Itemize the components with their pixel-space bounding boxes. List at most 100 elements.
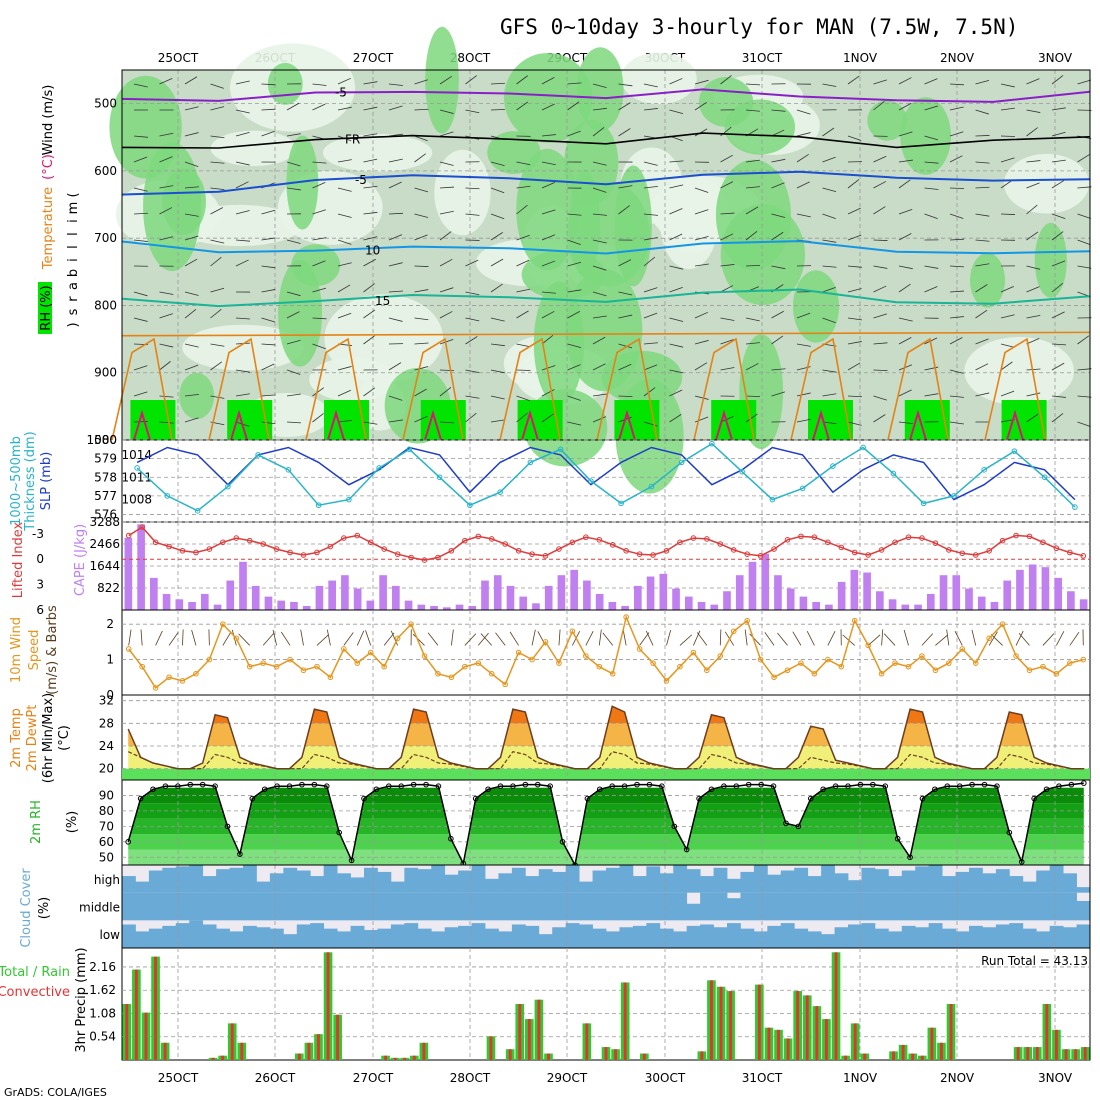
lifted-index-point xyxy=(1040,539,1046,546)
thickness-point xyxy=(860,444,866,451)
lifted-index-point xyxy=(287,549,293,556)
wind-barb xyxy=(541,234,556,241)
wind-barb xyxy=(490,395,505,400)
wind-barb xyxy=(975,213,990,217)
cloud-bar-low xyxy=(848,924,862,948)
wind-barb xyxy=(975,239,990,242)
cloud-bar-middle xyxy=(942,892,956,921)
lifted-index-point xyxy=(314,549,320,556)
wind-barb xyxy=(465,317,480,322)
wind-barb xyxy=(1000,135,1016,137)
hot-contour xyxy=(715,409,733,441)
wind-barb xyxy=(643,421,658,427)
wind-barb xyxy=(235,109,250,114)
wind-speed-point xyxy=(784,667,791,674)
wind-barb xyxy=(1077,265,1092,269)
wind-barb xyxy=(592,291,607,297)
wind-speed-point xyxy=(636,646,643,652)
thickness-point xyxy=(346,496,352,503)
wind-barb xyxy=(822,187,837,193)
cloud-bar-middle xyxy=(135,892,150,921)
wind-barb xyxy=(312,387,324,397)
wind-barb xyxy=(312,343,326,350)
wind-speed-point xyxy=(327,674,334,681)
rh2m-point xyxy=(497,783,504,789)
precip-bar-convective xyxy=(154,956,157,1060)
rh-moist-patch xyxy=(521,250,606,300)
wind-barb xyxy=(541,209,556,215)
cape-bar xyxy=(379,575,387,610)
lifted-index-point xyxy=(341,535,347,541)
precip-bar-convective xyxy=(1083,1047,1087,1060)
hot-contour xyxy=(521,409,539,441)
lifted-index-point xyxy=(972,552,979,558)
thickness-point xyxy=(588,478,594,484)
wind-barb xyxy=(388,262,403,267)
wind-barb xyxy=(159,313,173,319)
wind-barb xyxy=(184,417,199,423)
wind-barb xyxy=(439,75,452,85)
thickness-point xyxy=(951,493,957,499)
precip-bar-convective xyxy=(547,1053,550,1060)
cloud-bar-high xyxy=(350,877,365,893)
wind-barb xyxy=(363,106,378,111)
cloud-bar-middle xyxy=(727,898,741,921)
wind-barb xyxy=(847,362,861,371)
cloud-bar-high xyxy=(686,869,701,893)
rh2m-point xyxy=(336,829,342,836)
cloud-bar-high xyxy=(969,867,983,893)
cape-bar xyxy=(366,600,375,610)
hot-contour xyxy=(133,409,151,441)
wind-axis-label-2: (m/s) & Barbs xyxy=(45,605,60,695)
lifted-index-point xyxy=(986,547,992,554)
cloud-bar-middle xyxy=(592,892,607,921)
wind-barb xyxy=(847,421,862,426)
wind-barb xyxy=(1077,395,1092,398)
wind-barb-10m xyxy=(971,629,977,646)
cloud-bar-high xyxy=(982,873,997,893)
cape-bar xyxy=(684,596,693,610)
wind-barb xyxy=(286,239,301,244)
wind-barb-10m xyxy=(679,634,693,646)
wind-barb xyxy=(235,369,250,373)
rh2m-point xyxy=(448,835,454,842)
thickness-tick: 576 xyxy=(94,508,117,522)
wind-barb xyxy=(184,343,199,348)
temp-band-20 xyxy=(122,768,1090,780)
cloud-bar-low xyxy=(686,925,701,948)
wind-barb-10m xyxy=(1069,632,1080,646)
wind-barb xyxy=(516,161,531,166)
lifted-index-point xyxy=(946,547,952,553)
cloud-bar-high xyxy=(995,869,1010,893)
wind-barb xyxy=(592,265,607,271)
wind-barb xyxy=(490,317,505,322)
wind-barb xyxy=(414,187,429,193)
wind-barb xyxy=(414,79,428,85)
wind-barb xyxy=(924,366,939,371)
rh2m-point xyxy=(435,783,442,789)
wind-barb xyxy=(592,213,607,216)
wind-barb xyxy=(439,386,452,397)
wind-barb xyxy=(694,209,709,215)
wind-barb xyxy=(975,263,990,267)
cloud-bar-low xyxy=(256,927,271,948)
wind-barb xyxy=(1051,75,1064,85)
wind-barb xyxy=(694,79,709,85)
cloud-bar-low xyxy=(552,927,567,948)
cape-bar xyxy=(888,599,897,610)
wind-speed-point xyxy=(475,660,482,666)
precip-bar-convective xyxy=(853,1023,857,1060)
wind-barb xyxy=(490,108,506,111)
wind-barb xyxy=(873,369,888,372)
wind-barb xyxy=(720,212,735,215)
wind-barb xyxy=(388,419,403,423)
bottom-date-label: 3NOV xyxy=(1038,1071,1073,1085)
wind-barb xyxy=(796,132,811,137)
wind-barb-10m xyxy=(182,629,184,646)
wind-barb-10m xyxy=(990,634,1003,646)
cape-bar xyxy=(634,585,642,610)
cape-bar xyxy=(977,596,986,610)
wind-barb xyxy=(337,239,352,245)
lifted-index-point xyxy=(932,540,939,546)
cloud-bar-middle xyxy=(243,892,257,921)
